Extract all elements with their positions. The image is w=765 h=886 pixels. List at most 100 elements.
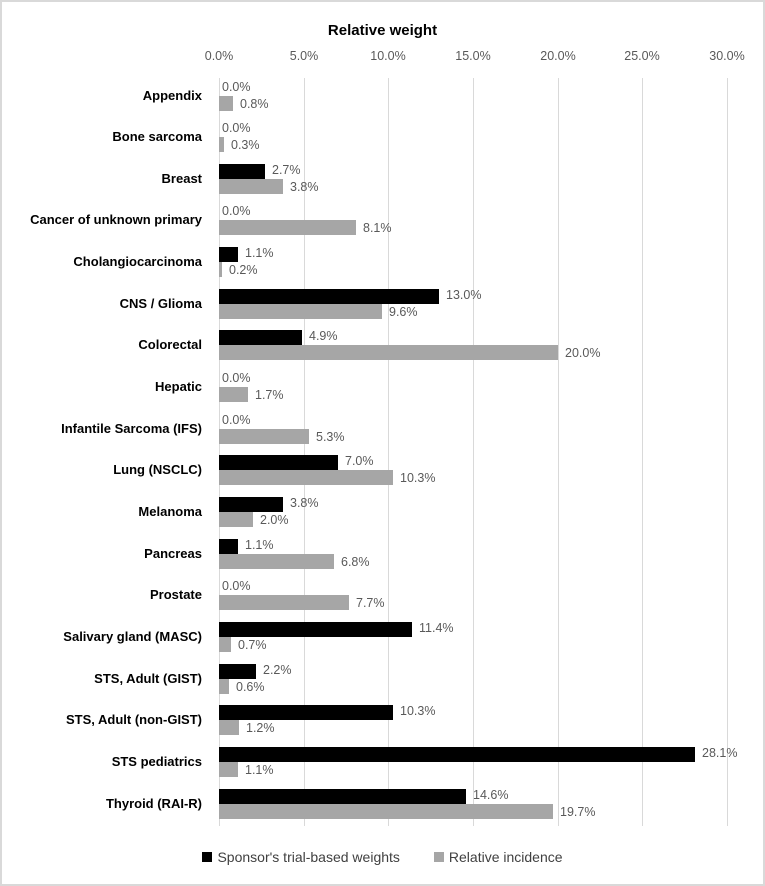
category-label: Melanoma <box>138 504 202 519</box>
data-label: 5.3% <box>316 430 345 444</box>
bar-sponsor-weight <box>219 539 238 554</box>
category-label: Breast <box>161 171 202 186</box>
category-label: Colorectal <box>138 337 202 352</box>
category-label: Infantile Sarcoma (IFS) <box>61 421 202 436</box>
data-label: 0.0% <box>222 80 251 94</box>
data-label: 4.9% <box>309 329 338 343</box>
category-label: Appendix <box>142 88 202 103</box>
x-tick-label: 20.0% <box>540 49 576 63</box>
category-label: Bone sarcoma <box>112 129 202 144</box>
data-label: 2.0% <box>260 513 289 527</box>
data-label: 0.0% <box>222 413 251 427</box>
bar-relative-incidence <box>219 512 253 527</box>
data-label: 0.0% <box>222 204 251 218</box>
bar-relative-incidence <box>219 679 230 694</box>
category-label: STS pediatrics <box>111 754 202 769</box>
data-label: 19.7% <box>560 805 596 819</box>
data-label: 1.2% <box>246 721 275 735</box>
data-label: 1.7% <box>255 388 284 402</box>
x-tick-label: 10.0% <box>370 49 406 63</box>
category-label: STS, Adult (non-GIST) <box>66 712 202 727</box>
x-tick-label: 25.0% <box>624 49 660 63</box>
data-label: 2.7% <box>272 163 301 177</box>
bar-sponsor-weight <box>219 164 265 179</box>
bar-sponsor-weight <box>219 747 695 762</box>
data-label: 1.1% <box>245 246 274 260</box>
data-label: 11.4% <box>419 621 454 635</box>
bar-relative-incidence <box>219 554 335 569</box>
data-label: 7.0% <box>345 454 374 468</box>
x-tick-label: 30.0% <box>709 49 745 63</box>
data-label: 0.0% <box>222 579 251 593</box>
data-label: 0.3% <box>231 138 260 152</box>
bar-relative-incidence <box>219 96 233 111</box>
legend-item-incidence: Relative incidence <box>433 849 563 865</box>
bar-relative-incidence <box>219 304 382 319</box>
legend-swatch-icon <box>433 852 444 862</box>
bar-sponsor-weight <box>219 497 284 512</box>
data-label: 10.3% <box>400 471 436 485</box>
legend-label: Sponsor's trial-based weights <box>217 849 400 865</box>
category-label: Cholangiocarcinoma <box>73 254 202 269</box>
data-label: 9.6% <box>389 305 418 319</box>
bar-sponsor-weight <box>219 789 467 804</box>
data-label: 0.6% <box>236 680 265 694</box>
bar-sponsor-weight <box>219 330 302 345</box>
bar-sponsor-weight <box>219 664 257 679</box>
gridline <box>473 78 474 826</box>
data-label: 0.8% <box>240 97 269 111</box>
gridline <box>388 78 389 826</box>
data-label: 0.2% <box>229 263 258 277</box>
bar-relative-incidence <box>219 470 394 485</box>
category-label: Pancreas <box>144 546 202 561</box>
data-label: 7.7% <box>356 596 385 610</box>
bar-sponsor-weight <box>219 705 394 720</box>
gridline <box>727 78 728 826</box>
x-tick-label: 5.0% <box>289 49 319 63</box>
bar-sponsor-weight <box>219 289 440 304</box>
category-label: Thyroid (RAI-R) <box>105 796 202 811</box>
gridline <box>304 78 305 826</box>
data-label: 13.0% <box>446 288 482 302</box>
gridline <box>642 78 643 826</box>
bar-relative-incidence <box>219 262 223 277</box>
bar-relative-incidence <box>219 429 309 444</box>
x-tick-label: 15.0% <box>455 49 491 63</box>
bar-sponsor-weight <box>219 622 412 637</box>
data-label: 1.1% <box>245 538 274 552</box>
category-label: Prostate <box>149 587 202 602</box>
chart-title: Relative weight <box>327 22 438 39</box>
bar-relative-incidence <box>219 137 225 152</box>
data-label: 0.7% <box>238 638 267 652</box>
bar-relative-incidence <box>219 804 553 819</box>
data-label: 0.0% <box>222 121 251 135</box>
gridline <box>219 78 220 826</box>
bar-relative-incidence <box>219 387 248 402</box>
data-label: 8.1% <box>363 221 392 235</box>
legend-swatch-icon <box>202 852 213 862</box>
bar-relative-incidence <box>219 762 238 777</box>
data-label: 3.8% <box>290 180 319 194</box>
bar-relative-incidence <box>219 220 357 235</box>
legend-item-sponsor: Sponsor's trial-based weights <box>202 849 400 865</box>
data-label: 14.6% <box>473 788 509 802</box>
data-label: 28.1% <box>702 746 738 760</box>
data-label: 1.1% <box>245 763 274 777</box>
bar-sponsor-weight <box>219 247 238 262</box>
category-label: Lung (NSCLC) <box>113 462 202 477</box>
legend: Sponsor's trial-based weights Relative i… <box>0 849 765 865</box>
bar-relative-incidence <box>219 595 350 610</box>
category-label: Salivary gland (MASC) <box>63 629 202 644</box>
category-label: STS, Adult (GIST) <box>94 671 202 686</box>
legend-label: Relative incidence <box>448 849 563 865</box>
data-label: 3.8% <box>290 496 319 510</box>
x-tick-label: 0.0% <box>204 49 234 63</box>
category-label: Hepatic <box>155 379 202 394</box>
data-label: 2.2% <box>263 663 292 677</box>
data-label: 10.3% <box>400 704 436 718</box>
bar-relative-incidence <box>219 637 231 652</box>
bar-sponsor-weight <box>219 455 338 470</box>
data-label: 0.0% <box>222 371 251 385</box>
category-label: CNS / Glioma <box>119 296 202 311</box>
